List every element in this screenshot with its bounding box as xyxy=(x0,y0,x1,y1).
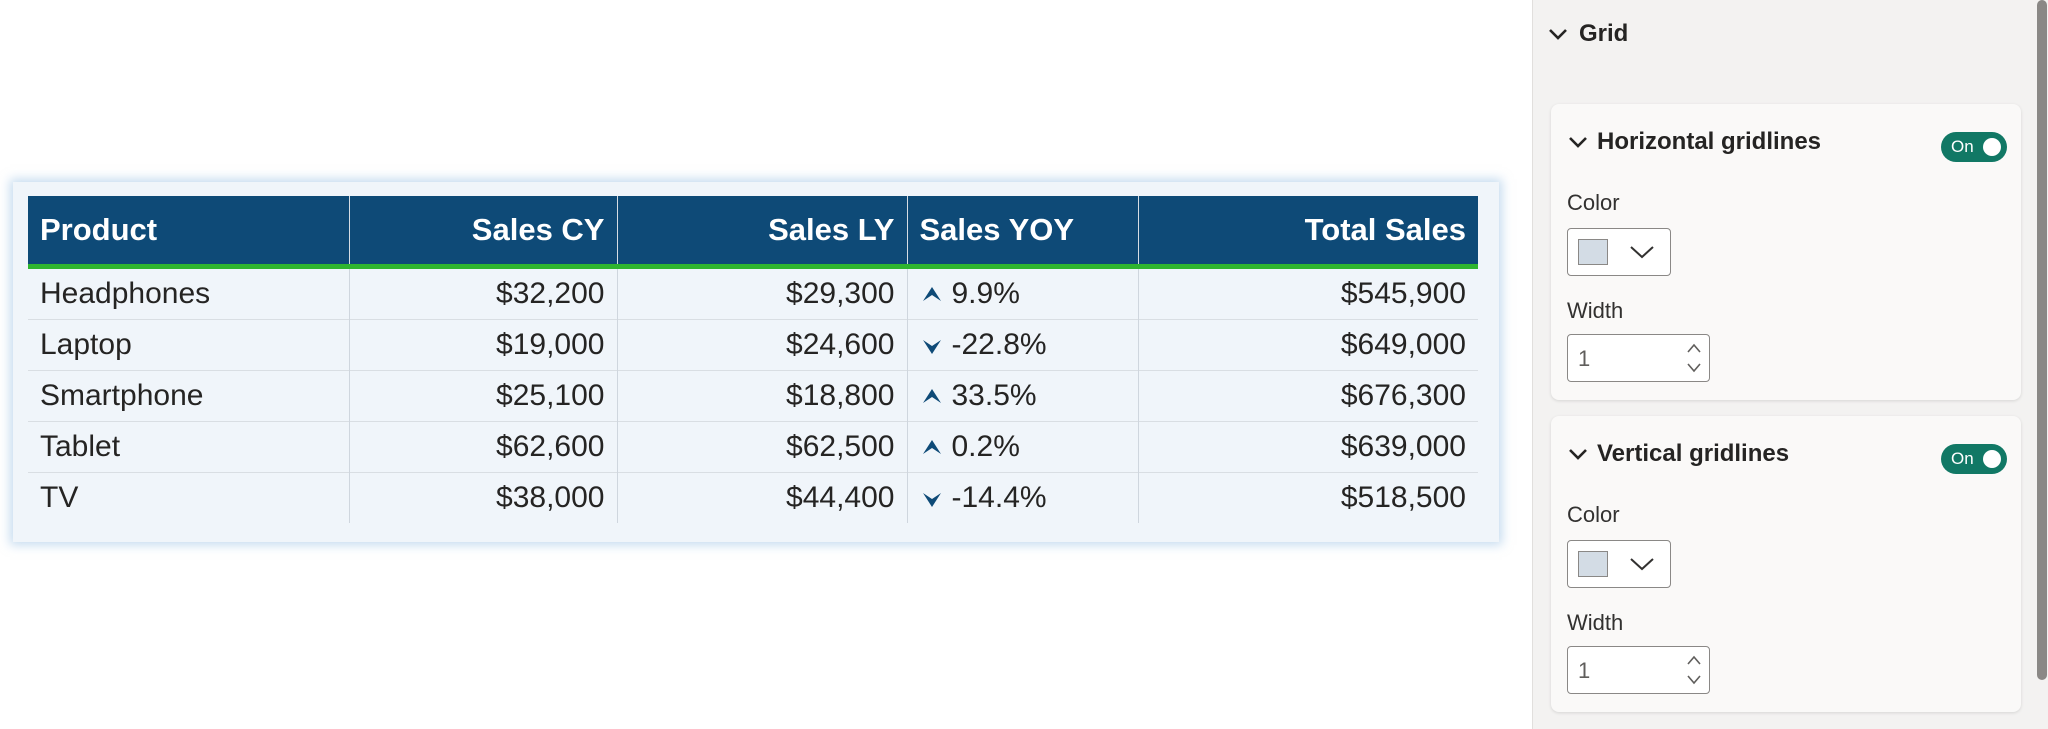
pane-scrollbar[interactable] xyxy=(2037,0,2047,680)
chevron-down-icon xyxy=(1549,29,1567,40)
toggle-label: On xyxy=(1951,137,1974,156)
column-header-sales-yoy[interactable]: Sales YOY xyxy=(906,196,1138,269)
cell-sales-cy: $19,000 xyxy=(348,319,617,371)
table-row[interactable]: Laptop $19,000 $24,600 -22.8% $649,000 xyxy=(28,319,1478,371)
horizontal-width-label: Width xyxy=(1567,298,1624,323)
grid-section-header[interactable]: Grid xyxy=(1547,20,1628,48)
table-row[interactable]: Headphones $32,200 $29,300 9.9% $545,900 xyxy=(28,266,1478,320)
cell-sales-cy: $62,600 xyxy=(348,421,617,473)
cell-sales-cy: $32,200 xyxy=(348,266,617,320)
chevron-down-icon xyxy=(1630,246,1654,259)
cell-product: Smartphone xyxy=(28,370,349,422)
cell-sales-yoy: -22.8% xyxy=(906,319,1138,371)
toggle-knob xyxy=(1983,450,2001,468)
arrow-down-icon xyxy=(922,493,941,508)
vertical-color-picker[interactable] xyxy=(1567,540,1671,588)
grid-section-title: Grid xyxy=(1579,20,1629,47)
chevron-down-icon xyxy=(1569,137,1587,148)
arrow-up-icon xyxy=(922,287,941,302)
cell-sales-cy: $25,100 xyxy=(348,370,617,422)
color-swatch xyxy=(1578,239,1608,265)
cell-total-sales: $676,300 xyxy=(1137,370,1478,422)
vertical-color-label: Color xyxy=(1567,502,1620,527)
vertical-width-stepper[interactable]: 1 xyxy=(1567,646,1710,694)
cell-product: Laptop xyxy=(28,319,349,371)
horizontal-gridlines-title: Horizontal gridlines xyxy=(1597,128,1822,155)
table-row[interactable]: Tablet $62,600 $62,500 0.2% $639,000 xyxy=(28,421,1478,473)
cell-total-sales: $518,500 xyxy=(1137,472,1478,523)
arrow-up-icon xyxy=(922,440,941,455)
cell-sales-ly: $29,300 xyxy=(616,266,907,320)
vertical-gridlines-toggle[interactable]: On xyxy=(1941,444,2007,474)
vertical-width-label: Width xyxy=(1567,610,1624,635)
cell-sales-ly: $18,800 xyxy=(616,370,907,422)
cell-sales-yoy: -14.4% xyxy=(906,472,1138,523)
yoy-value: 9.9% xyxy=(951,277,1020,310)
yoy-value: -14.4% xyxy=(951,481,1047,514)
horizontal-gridlines-toggle[interactable]: On xyxy=(1941,132,2007,162)
horizontal-color-picker[interactable] xyxy=(1567,228,1671,276)
width-value: 1 xyxy=(1578,346,1591,371)
chevron-down-icon xyxy=(1630,558,1654,571)
cell-sales-yoy: 33.5% xyxy=(906,370,1138,422)
table-header-row: Product Sales CY Sales LY Sales YOY Tota… xyxy=(28,196,1478,269)
cell-total-sales: $649,000 xyxy=(1137,319,1478,371)
width-value: 1 xyxy=(1578,658,1591,683)
column-header-product[interactable]: Product xyxy=(28,196,349,269)
cell-product: Headphones xyxy=(40,277,211,310)
yoy-value: 33.5% xyxy=(951,379,1037,412)
cell-sales-yoy: 9.9% xyxy=(906,266,1138,320)
cell-total-sales: $545,900 xyxy=(1137,266,1478,320)
vertical-gridlines-header[interactable]: Vertical gridlines xyxy=(1567,440,1789,468)
cell-sales-ly: $44,400 xyxy=(616,472,907,523)
vertical-gridlines-title: Vertical gridlines xyxy=(1597,440,1790,467)
color-swatch xyxy=(1578,551,1608,577)
cell-product: Tablet xyxy=(28,421,349,473)
column-header-total-sales[interactable]: Total Sales xyxy=(1137,196,1478,269)
horizontal-width-stepper[interactable]: 1 xyxy=(1567,334,1710,382)
vertical-gridlines-card: Vertical gridlines On Color Width 1 xyxy=(1551,416,2021,712)
cell-sales-yoy: 0.2% xyxy=(906,421,1138,473)
toggle-label: On xyxy=(1951,449,1974,468)
arrow-up-icon xyxy=(922,389,941,404)
cell-sales-cy: $38,000 xyxy=(348,472,617,523)
sales-table: Product Sales CY Sales LY Sales YOY Tota… xyxy=(28,196,1478,523)
chevron-down-icon xyxy=(1569,449,1587,460)
cell-product: TV xyxy=(28,472,349,523)
column-header-sales-cy[interactable]: Sales CY xyxy=(348,196,617,269)
cell-total-sales: $639,000 xyxy=(1137,421,1478,473)
cell-sales-ly: $62,500 xyxy=(616,421,907,473)
column-header-sales-ly[interactable]: Sales LY xyxy=(616,196,907,269)
horizontal-gridlines-card: Horizontal gridlines On Color Width 1 xyxy=(1551,104,2021,400)
toggle-knob xyxy=(1983,138,2001,156)
format-pane: Grid Horizontal gridlines On Color Width… xyxy=(1532,0,2048,729)
table-row[interactable]: Smartphone $25,100 $18,800 33.5% $676,300 xyxy=(28,370,1478,422)
cell-sales-ly: $24,600 xyxy=(616,319,907,371)
arrow-down-icon xyxy=(922,340,941,355)
horizontal-color-label: Color xyxy=(1567,190,1620,215)
yoy-value: 0.2% xyxy=(951,430,1020,463)
yoy-value: -22.8% xyxy=(951,328,1047,361)
stepper-arrows-icon[interactable] xyxy=(1685,339,1703,377)
table-visual[interactable]: Product Sales CY Sales LY Sales YOY Tota… xyxy=(13,182,1499,542)
stepper-arrows-icon[interactable] xyxy=(1685,651,1703,689)
table-row[interactable]: TV $38,000 $44,400 -14.4% $518,500 xyxy=(28,472,1478,523)
horizontal-gridlines-header[interactable]: Horizontal gridlines xyxy=(1567,128,1821,156)
